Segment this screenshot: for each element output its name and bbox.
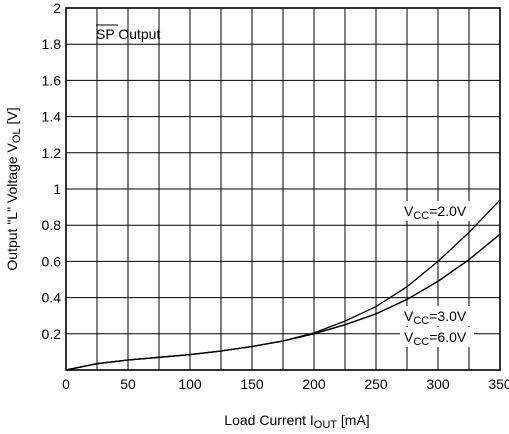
series-label-vcc-2v: VCC=2.0V: [400, 201, 474, 222]
x-tick-labels: 0 50 100 150 200 250 300 350: [62, 376, 509, 392]
y-tick-label: 0.2: [42, 326, 62, 342]
y-tick-label: 2: [53, 0, 61, 16]
y-tick-label: 1.6: [42, 72, 62, 88]
y-tick-label: 1: [53, 181, 61, 197]
svg-text:SP Output: SP Output: [96, 26, 160, 42]
svg-text:VCC=2.0V: VCC=2.0V: [404, 203, 467, 222]
y-tick-label: 0.8: [42, 217, 62, 233]
y-tick-label: 0.4: [42, 290, 62, 306]
chart-title: SP Output: [96, 24, 160, 42]
x-tick-label: 100: [178, 376, 202, 392]
series-label-vcc-6v: VCC=6.0V: [400, 327, 474, 348]
x-tick-label: 350: [488, 376, 509, 392]
chart-title-rest: Output: [114, 26, 160, 42]
x-tick-label: 250: [364, 376, 388, 392]
curves: [65, 199, 501, 371]
plot-frame: [65, 7, 501, 371]
x-tick-label: 150: [240, 376, 264, 392]
y-tick-label: 1.4: [42, 109, 62, 125]
y-tick-label: 0.6: [42, 253, 62, 269]
y-tick-label: 1.8: [42, 36, 62, 52]
y-tick-labels: 0.2 0.4 0.6 0.8 1 1.2 1.4 1.6 1.8 2: [42, 0, 62, 342]
y-axis-label: Output "L" Voltage VOL [V]: [4, 107, 23, 270]
x-tick-label: 50: [120, 376, 136, 392]
series-label-vcc-3v: VCC=3.0V: [400, 306, 474, 327]
series-line-2: [65, 233, 501, 371]
y-tick-label: 1.2: [42, 145, 62, 161]
chart-title-overline-text: SP: [96, 26, 114, 42]
svg-text:VCC=3.0V: VCC=3.0V: [404, 308, 467, 327]
x-axis-label: Load Current IOUT [mA]: [224, 412, 369, 431]
x-tick-label: 300: [426, 376, 450, 392]
x-tick-label: 200: [302, 376, 326, 392]
x-tick-label: 0: [62, 376, 70, 392]
svg-text:VCC=6.0V: VCC=6.0V: [404, 329, 467, 348]
